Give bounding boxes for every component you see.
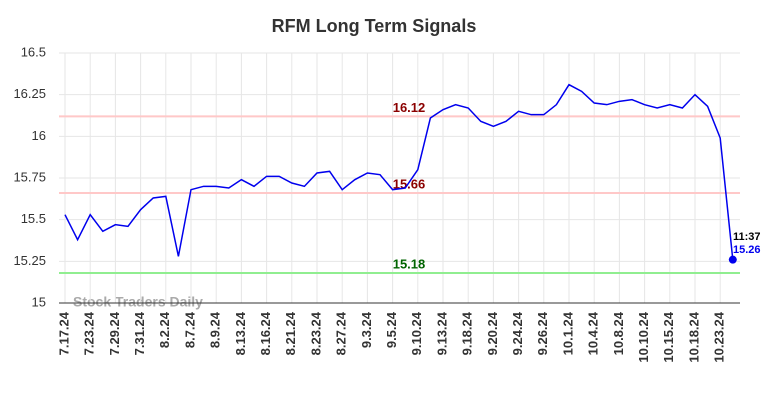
y-tick-label: 15.25 xyxy=(13,253,46,268)
x-tick-label: 8.23.24 xyxy=(308,311,323,355)
x-tick-label: 8.9.24 xyxy=(208,311,223,348)
chart-title: RFM Long Term Signals xyxy=(272,16,477,36)
x-tick-label: 9.3.24 xyxy=(359,311,374,348)
x-tick-label: 7.23.24 xyxy=(82,311,97,355)
x-tick-label: 7.31.24 xyxy=(132,311,147,355)
x-tick-label: 10.4.24 xyxy=(586,311,601,355)
x-tick-label: 7.29.24 xyxy=(107,311,122,355)
y-tick-label: 16.25 xyxy=(13,86,46,101)
x-tick-label: 7.17.24 xyxy=(56,311,71,355)
x-tick-label: 8.27.24 xyxy=(334,311,349,355)
x-tick-label: 9.10.24 xyxy=(409,311,424,355)
x-tick-label: 8.13.24 xyxy=(233,311,248,355)
x-tick-label: 10.1.24 xyxy=(560,311,575,355)
x-tick-label: 8.2.24 xyxy=(157,311,172,348)
x-tick-label: 10.18.24 xyxy=(686,311,701,362)
x-tick-label: 8.16.24 xyxy=(258,311,273,355)
x-tick-label: 10.10.24 xyxy=(636,311,651,362)
x-tick-label: 9.26.24 xyxy=(535,311,550,355)
x-tick-label: 10.8.24 xyxy=(611,311,626,355)
x-tick-label: 9.13.24 xyxy=(434,311,449,355)
y-tick-label: 15 xyxy=(32,294,46,309)
x-tick-label: 9.5.24 xyxy=(384,311,399,348)
x-tick-label: 10.23.24 xyxy=(712,311,727,362)
last-value: 15.26 xyxy=(733,244,761,256)
x-tick-label: 10.15.24 xyxy=(661,311,676,362)
last-time: 11:37 xyxy=(733,231,761,243)
x-tick-label: 9.18.24 xyxy=(460,311,475,355)
signal-label: 15.66 xyxy=(393,176,426,191)
price-line xyxy=(64,83,734,260)
y-tick-label: 15.5 xyxy=(21,211,46,226)
signal-label: 15.18 xyxy=(393,256,426,271)
last-point xyxy=(728,255,737,264)
y-tick-label: 16 xyxy=(32,128,46,143)
x-tick-label: 8.7.24 xyxy=(182,311,197,348)
y-tick-label: 15.75 xyxy=(13,169,46,184)
x-tick-label: 9.24.24 xyxy=(510,311,525,355)
signal-label: 16.12 xyxy=(393,100,426,115)
y-tick-label: 16.5 xyxy=(21,44,46,59)
watermark: Stock Traders Daily xyxy=(73,294,203,310)
x-tick-label: 8.21.24 xyxy=(283,311,298,355)
x-tick-label: 9.20.24 xyxy=(485,311,500,355)
